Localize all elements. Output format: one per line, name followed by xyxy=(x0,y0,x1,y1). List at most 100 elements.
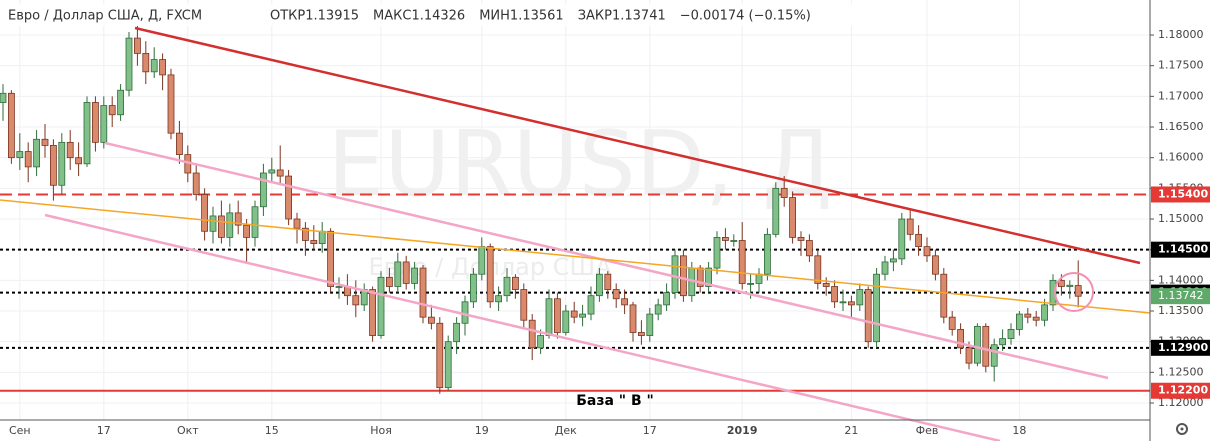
candle-body xyxy=(755,273,763,284)
level-label: 1.14500 xyxy=(1158,243,1208,256)
candle-body xyxy=(285,175,293,220)
candle-body xyxy=(117,89,124,116)
candle-body xyxy=(327,230,335,287)
candle-body xyxy=(377,276,385,336)
y-tick-label: 1.13500 xyxy=(1158,304,1204,317)
candle-body xyxy=(932,255,939,275)
candle-body xyxy=(469,273,477,303)
candle-body xyxy=(41,138,49,146)
candle-body xyxy=(948,316,956,330)
candle-body xyxy=(705,267,712,287)
candle-body xyxy=(1016,313,1023,330)
candle-body xyxy=(75,157,82,165)
candle-body xyxy=(923,246,931,257)
settings-icon[interactable] xyxy=(1176,423,1188,435)
candle-body xyxy=(66,141,74,159)
header: Евро / Доллар США, Д, FXCM ОТКР 1.13915 МА… xyxy=(0,4,860,26)
candle-body xyxy=(722,237,729,241)
y-tick-label: 1.16000 xyxy=(1158,151,1204,164)
candle-body xyxy=(1066,284,1074,287)
support-line xyxy=(0,199,1151,314)
ohlc-field-value: 1.14326 xyxy=(411,9,465,24)
candle-body xyxy=(419,267,427,318)
ohlc-field-label: МИН xyxy=(479,9,510,24)
x-tick-label: 19 xyxy=(475,424,489,437)
level-label: 1.15400 xyxy=(1158,187,1208,200)
candle-body xyxy=(150,59,158,73)
candle-body xyxy=(293,218,301,229)
candle-body xyxy=(175,132,183,156)
candle-body xyxy=(167,74,175,134)
gear-center[interactable] xyxy=(1180,427,1184,431)
candle-body xyxy=(864,289,872,343)
candle-body xyxy=(486,246,494,303)
candle-body xyxy=(747,283,754,285)
candle-body xyxy=(940,273,948,318)
symbol-title: Евро / Доллар США, Д, FXCM xyxy=(8,9,202,24)
y-tick-label: 1.12500 xyxy=(1158,365,1204,378)
level-tag xyxy=(1151,382,1210,399)
y-tick-label: 1.17500 xyxy=(1158,59,1204,72)
candle-body xyxy=(444,341,452,389)
candle-body xyxy=(789,197,796,238)
candle-body xyxy=(352,295,360,306)
candle-body xyxy=(814,255,822,284)
channel-line xyxy=(44,213,1001,441)
candle-body xyxy=(427,316,435,324)
candle-body xyxy=(957,329,964,349)
candle-body xyxy=(545,298,553,336)
candle-body xyxy=(226,212,234,238)
candle-body xyxy=(663,292,670,306)
candle-body xyxy=(654,304,662,315)
candle-body xyxy=(394,261,402,287)
level-tag xyxy=(1151,339,1210,356)
level-tag xyxy=(1151,241,1210,258)
y-tick-label: 1.14000 xyxy=(1158,273,1204,286)
header-bg xyxy=(0,4,860,26)
channel-line xyxy=(104,141,1109,380)
y-tick-label: 1.17000 xyxy=(1158,89,1204,102)
candle-body xyxy=(16,151,24,159)
candle-body xyxy=(965,347,973,364)
candle-body xyxy=(579,313,586,318)
ohlc-field-value: 1.13741 xyxy=(612,9,666,24)
y-tick-label: 1.18000 xyxy=(1158,28,1204,41)
y-tick-label: 1.12000 xyxy=(1158,396,1204,409)
candle-body xyxy=(217,215,225,238)
y-tick-label: 1.16500 xyxy=(1158,120,1204,133)
candle-body xyxy=(100,105,108,143)
ohlc-field-value: 1.13915 xyxy=(305,9,359,24)
x-tick-label: 2019 xyxy=(727,424,758,437)
candle-body xyxy=(108,105,116,116)
candle-body xyxy=(890,258,897,263)
candle-body xyxy=(83,102,91,165)
x-tick-label: Фев xyxy=(916,424,939,437)
candle-body xyxy=(881,261,889,275)
last-price-tag xyxy=(1151,288,1210,305)
candle-body xyxy=(251,206,259,238)
candle-body xyxy=(301,227,309,241)
candle-body xyxy=(822,283,830,287)
candle-body xyxy=(831,286,838,303)
candle-body xyxy=(159,59,167,76)
candle-body xyxy=(503,276,511,297)
x-tick-label: 18 xyxy=(1012,424,1026,437)
x-tick-label: 21 xyxy=(844,424,858,437)
ohlc-field-label: ОТКР xyxy=(270,9,305,24)
candle-body xyxy=(335,286,343,288)
candle-body xyxy=(24,151,32,168)
ohlc-field-label: ЗАКР xyxy=(578,9,612,24)
candle-body xyxy=(1041,304,1048,321)
candle-body xyxy=(621,298,628,306)
candle-body xyxy=(570,310,578,318)
candle-body xyxy=(713,237,721,269)
candle-body xyxy=(1007,329,1015,340)
last-price-label: 1.13742 xyxy=(1158,289,1204,302)
candle-body xyxy=(780,187,788,198)
candle-body xyxy=(1032,316,1040,321)
change-value: −0.00174 (−0.15%) xyxy=(680,9,811,24)
candle-body xyxy=(33,138,40,168)
gear[interactable] xyxy=(1176,423,1188,435)
candle-body xyxy=(898,218,906,260)
candle-body xyxy=(478,246,486,275)
